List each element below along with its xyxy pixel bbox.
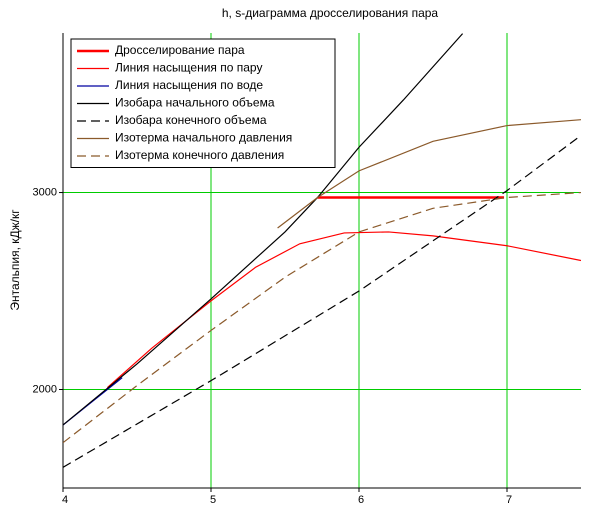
x-tick-label: 5 bbox=[210, 494, 216, 506]
legend-box bbox=[70, 38, 336, 168]
legend-label: Линия насыщения по воде bbox=[115, 78, 263, 92]
legend-label: Дросселирование пара bbox=[115, 43, 245, 57]
legend-label: Изотерма начального давления bbox=[115, 131, 292, 145]
x-tick-label: 6 bbox=[358, 494, 364, 506]
legend-label: Линия насыщения по пару bbox=[115, 61, 262, 75]
series-line bbox=[63, 33, 464, 426]
series-line bbox=[63, 191, 581, 444]
y-tick-label: 3000 bbox=[33, 186, 57, 198]
x-tick-label: 4 bbox=[62, 494, 68, 506]
legend-label: Изобара конечного объема bbox=[115, 113, 267, 127]
series-line bbox=[107, 231, 581, 388]
legend-label: Изотерма конечного давления bbox=[115, 148, 284, 162]
chart-title: h, s-диаграмма дросселирования пара bbox=[222, 6, 439, 20]
legend: Дросселирование пара Линия насыщения по п… bbox=[70, 38, 336, 168]
y-axis-label: Энтальпия, кДж/кг bbox=[8, 209, 22, 311]
y-tick-label: 2000 bbox=[33, 383, 57, 395]
series-line bbox=[63, 134, 581, 468]
x-tick-label: 7 bbox=[506, 494, 512, 506]
legend-label: Изобара начального объема bbox=[115, 96, 275, 110]
series-line bbox=[277, 119, 581, 229]
